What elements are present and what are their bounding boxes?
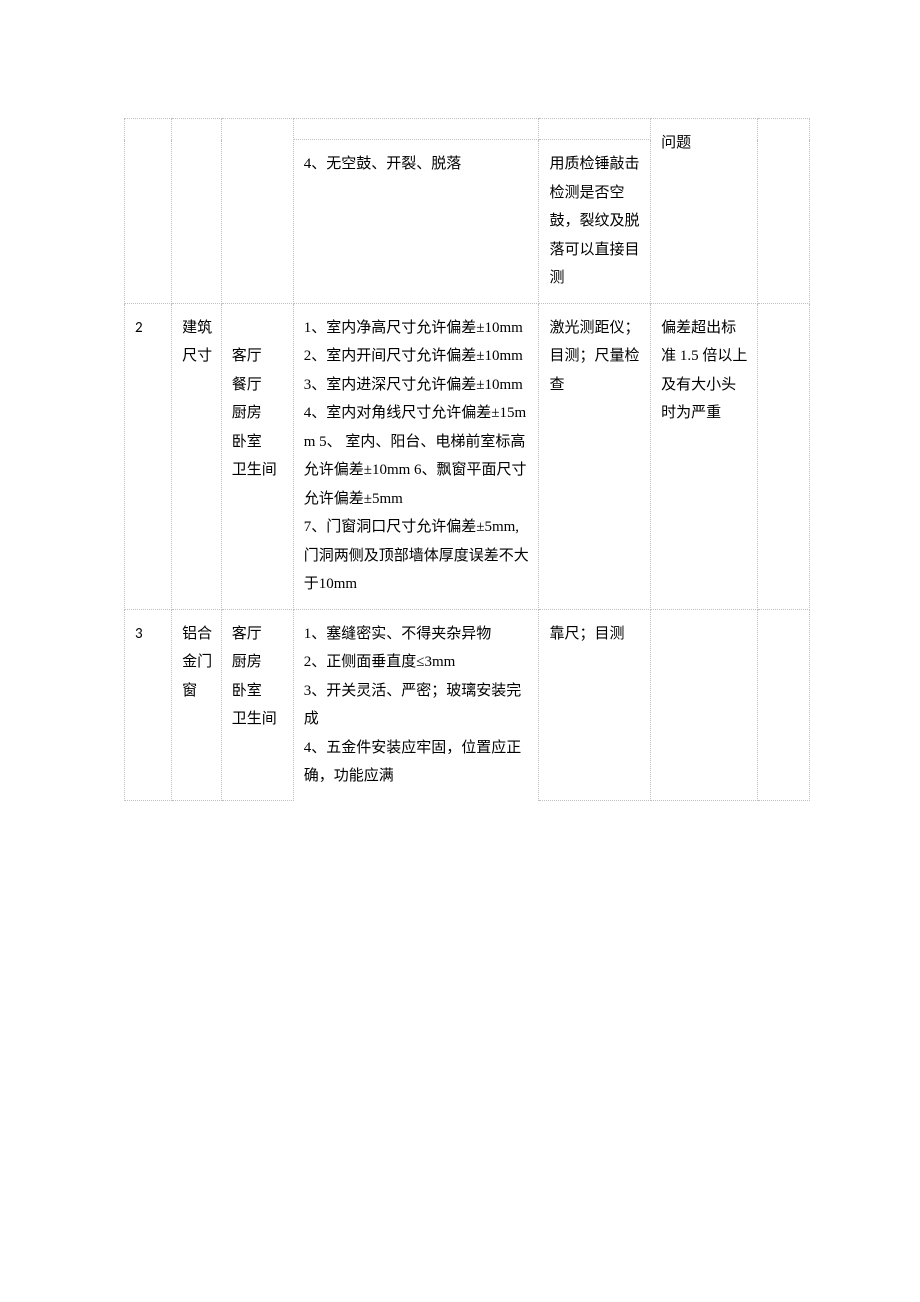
cell-location: 客厅厨房卧室卫生间 — [221, 609, 293, 801]
cell-item: 建筑尺寸 — [172, 303, 222, 609]
cell-note: 偏差超出标准 1.5 倍以上及有大小头时为严重 — [651, 303, 758, 609]
cell-location — [221, 119, 293, 304]
cell-extra — [757, 303, 809, 609]
cell-item: 铝合金门窗 — [172, 609, 222, 801]
cell-method: 靠尺；目测 — [539, 609, 651, 801]
inspection-table: 问题 4、无空鼓、开裂、脱落 用质检锤敲击检测是否空鼓，裂纹及脱落可以直接目测 … — [124, 118, 810, 801]
cell-location: 客厅餐厅厨房卧室卫生间 — [221, 303, 293, 609]
cell-seq: 2 — [125, 303, 172, 609]
table-container: 问题 4、无空鼓、开裂、脱落 用质检锤敲击检测是否空鼓，裂纹及脱落可以直接目测 … — [0, 0, 920, 801]
cell-method: 用质检锤敲击检测是否空鼓，裂纹及脱落可以直接目测 — [539, 140, 651, 304]
table-row: 2 建筑尺寸 客厅餐厅厨房卧室卫生间 1、室内净高尺寸允许偏差±10mm2、室内… — [125, 303, 810, 609]
cell-standard: 1、塞缝密实、不得夹杂异物2、正侧面垂直度≤3mm3、开关灵活、严密；玻璃安装完… — [293, 609, 539, 801]
cell-extra — [757, 119, 809, 304]
cell-item — [172, 119, 222, 304]
cell-method — [539, 119, 651, 140]
cell-note — [651, 609, 758, 801]
cell-method: 激光测距仪；目测；尺量检查 — [539, 303, 651, 609]
cell-seq — [125, 119, 172, 304]
cell-extra — [757, 609, 809, 801]
cell-standard: 1、室内净高尺寸允许偏差±10mm2、室内开间尺寸允许偏差±10mm3、室内进深… — [293, 303, 539, 609]
cell-standard: 4、无空鼓、开裂、脱落 — [293, 140, 539, 304]
cell-note: 问题 — [651, 119, 758, 304]
table-row: 3 铝合金门窗 客厅厨房卧室卫生间 1、塞缝密实、不得夹杂异物2、正侧面垂直度≤… — [125, 609, 810, 801]
cell-seq: 3 — [125, 609, 172, 801]
cell-standard — [293, 119, 539, 140]
table-row: 问题 — [125, 119, 810, 140]
